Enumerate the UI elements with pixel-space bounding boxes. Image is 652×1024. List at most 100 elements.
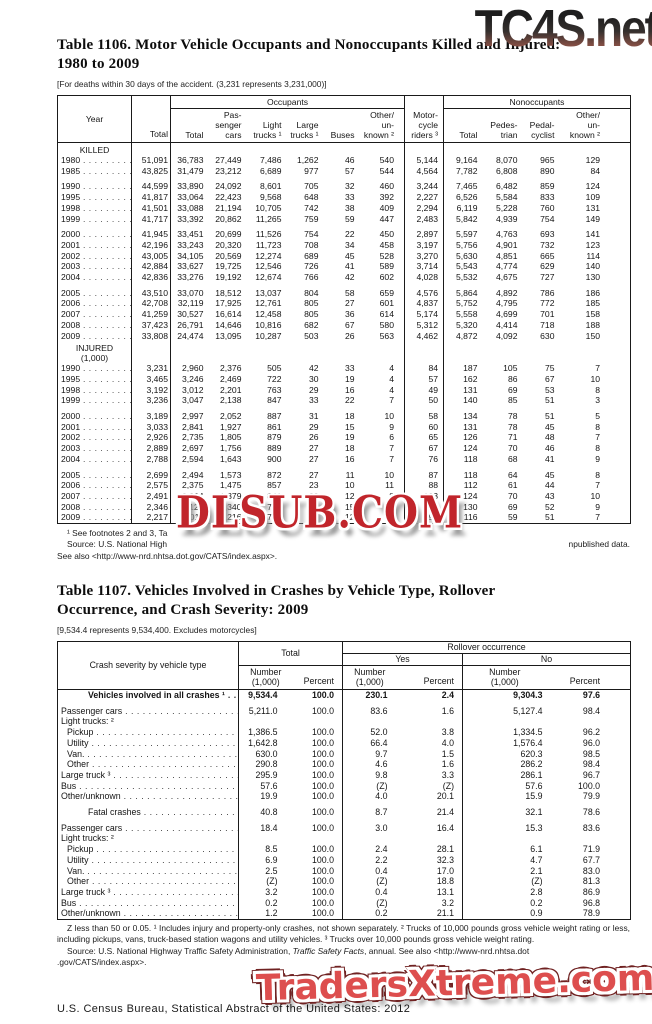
- cell: 759: [267, 512, 282, 523]
- year-cell: 2008: [58, 502, 132, 513]
- cell: (Z): [238, 876, 293, 887]
- cell: 1,475: [219, 480, 242, 491]
- col-motorcycle-riders: Motor- cycle riders ³: [404, 95, 444, 143]
- cell: 100.0: [311, 705, 334, 716]
- cell: 69: [507, 384, 518, 395]
- cell: 140: [443, 395, 482, 407]
- cell: 100.0: [311, 807, 334, 818]
- cell: 2.4: [441, 689, 454, 700]
- table-1107-title: Table 1107. Vehicles Involved in Crashes…: [57, 582, 496, 618]
- year-cell: 2003: [58, 261, 132, 272]
- cell: 78.6: [582, 807, 601, 818]
- cell: 392: [379, 192, 394, 203]
- cell: 6,482: [495, 181, 518, 192]
- cell: 0.9: [462, 908, 547, 920]
- cell: 6,808: [495, 165, 518, 176]
- cell: 1,340: [219, 501, 242, 512]
- cell: 12,458: [255, 309, 282, 320]
- cell: 5,584: [495, 192, 518, 203]
- killed-label: KILLED: [79, 145, 110, 155]
- cell: 41,717: [131, 213, 171, 225]
- cell: 2,138: [219, 395, 242, 406]
- col-large-trucks: Large trucks ¹: [290, 120, 319, 140]
- cell: 34: [344, 239, 355, 250]
- cell: 11,723: [255, 239, 282, 250]
- cell: 10: [384, 411, 394, 422]
- cell: 5,320: [443, 319, 482, 331]
- cell: 1.5: [441, 748, 454, 759]
- cell: 31: [308, 411, 319, 422]
- cell: [397, 716, 463, 727]
- cell: 786: [540, 287, 555, 298]
- table-row: Van. 630.0 100.0 9.7 1.5 620.3 98.5: [58, 748, 631, 760]
- cell: 98.5: [582, 748, 601, 759]
- cell: 105: [503, 363, 518, 374]
- cell: 21.1: [436, 908, 454, 919]
- table-row: 2009 33,808 24,474 13,095 10,287 503 26 …: [58, 330, 631, 342]
- cell: 116: [443, 512, 482, 524]
- cell: 46: [544, 443, 555, 454]
- cell: 96.8: [582, 897, 601, 908]
- cell: 2,841: [170, 421, 208, 433]
- cell: 0.4: [342, 865, 397, 877]
- cell: 33,890: [170, 176, 208, 193]
- cell: 0.4: [342, 886, 397, 898]
- cell: 2,960: [170, 363, 208, 374]
- cell: 9,164: [443, 155, 482, 166]
- cell: 41,501: [131, 202, 171, 214]
- cell: 83.6: [342, 700, 397, 717]
- table-row: 1995 41,817 33,064 22,423 9,568 648 33 3…: [58, 192, 631, 203]
- cell: 26: [308, 432, 319, 443]
- row-label-cell: Large truck ³: [58, 770, 239, 781]
- cell: 129: [585, 155, 601, 165]
- cell: 630: [540, 330, 555, 341]
- cell: 9,568: [259, 192, 282, 203]
- cell: 766: [304, 272, 319, 283]
- cell: 16,614: [215, 309, 242, 320]
- cell: 4: [389, 384, 394, 395]
- page-number: 695: [608, 980, 630, 995]
- cell: 43: [544, 490, 555, 501]
- cell: 754: [304, 229, 319, 240]
- cell: [342, 833, 397, 845]
- table-row: 2008 37,423 26,791 14,646 10,816 682 67 …: [58, 319, 631, 331]
- cell: 859: [540, 181, 555, 192]
- cell: 86: [507, 373, 518, 384]
- cell: 2,897: [404, 224, 444, 240]
- year-cell: 1999: [58, 395, 132, 406]
- cell: 722: [267, 373, 282, 384]
- cell: 659: [379, 287, 394, 298]
- cell: [342, 716, 397, 728]
- cell: 8: [595, 421, 601, 432]
- cell: 6,119: [443, 202, 482, 214]
- cell: 141: [585, 229, 601, 240]
- cell: 4,892: [495, 287, 518, 298]
- year-cell: 1980: [58, 155, 132, 166]
- col-total-number: Number (1,000): [250, 666, 282, 687]
- cell: 13.1: [436, 886, 454, 897]
- table-row: 2009 2,217 2,011 1,216 759 17 12 7 90 11…: [58, 512, 631, 524]
- cell: 2,346: [131, 501, 171, 513]
- cell: 861: [267, 421, 282, 432]
- row-label-cell: Van.: [58, 866, 239, 877]
- cell: 124: [443, 490, 482, 502]
- cell: 19.9: [238, 791, 293, 803]
- cell: 16: [344, 384, 355, 395]
- cell: (Z): [442, 780, 454, 791]
- group-rollover-occurrence: Rollover occurrence: [341, 641, 631, 654]
- cell: 23: [308, 480, 319, 491]
- cell: 61: [507, 480, 518, 491]
- cell: 9.7: [342, 748, 397, 760]
- cell: 629: [540, 261, 555, 272]
- cell: 31,479: [170, 165, 208, 177]
- cell: 18,512: [215, 287, 242, 298]
- cell: 131: [585, 202, 601, 213]
- table-row: Other 290.8 100.0 4.6 1.6 286.2 98.4: [58, 759, 631, 770]
- cell: 42,708: [131, 298, 171, 310]
- table-1107-header: Crash severity by vehicle type Total Rol…: [57, 641, 631, 690]
- cell: 70: [507, 443, 518, 454]
- cell: 49: [404, 384, 444, 396]
- cell: 124: [443, 443, 482, 454]
- row-label-cell: Van.: [58, 749, 239, 760]
- cell: 965: [540, 155, 555, 165]
